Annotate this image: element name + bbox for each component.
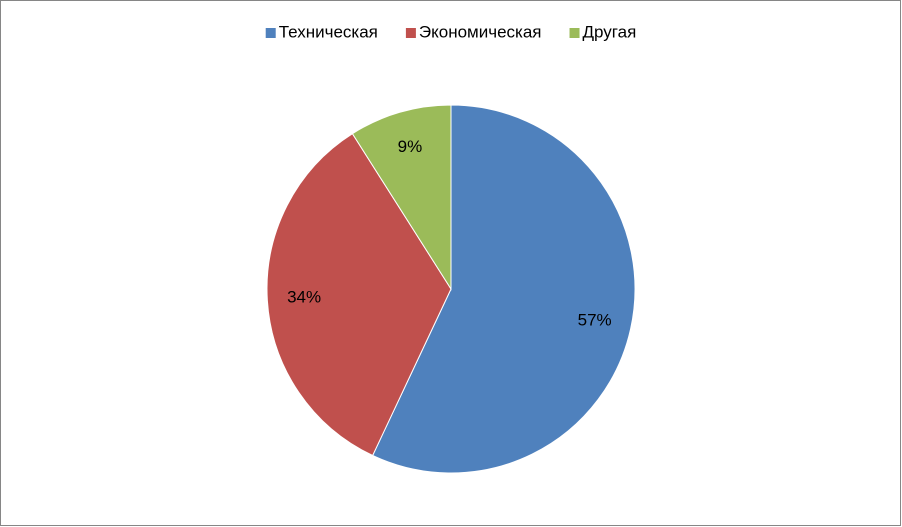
value-label: 57% [578,311,612,330]
legend-label: Техническая [279,22,378,41]
value-label: 34% [287,288,321,307]
legend-label: Экономическая [419,22,542,41]
pie-slice [371,104,636,474]
pie-slice [351,104,452,291]
value-label: 9% [398,137,423,156]
legend-marker [569,28,580,38]
legend-label: Другая [583,22,637,41]
legend-marker [405,28,416,38]
legend-marker [265,28,276,38]
pie-slice [266,132,452,457]
